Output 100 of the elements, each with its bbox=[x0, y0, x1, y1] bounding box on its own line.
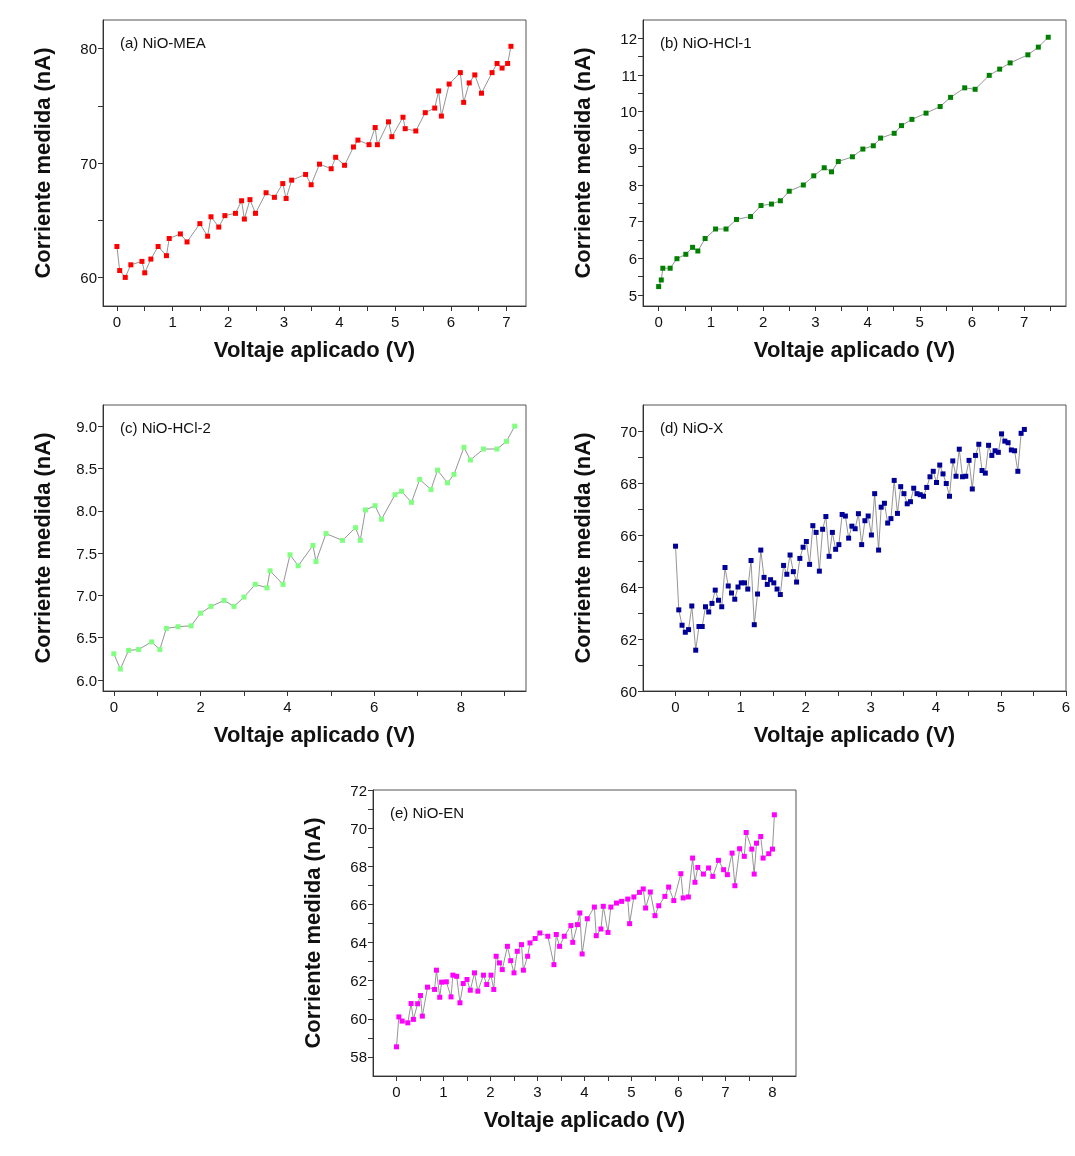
point bbox=[1025, 52, 1031, 58]
point bbox=[241, 216, 247, 222]
point bbox=[800, 182, 806, 188]
x-tick-label: 4 bbox=[931, 698, 941, 715]
point bbox=[310, 542, 316, 548]
point bbox=[466, 80, 472, 86]
point bbox=[283, 195, 289, 201]
point bbox=[253, 210, 258, 216]
point bbox=[163, 625, 169, 631]
x-tick-label: 7 bbox=[502, 313, 511, 330]
x-tick-label: 5 bbox=[391, 313, 400, 330]
x-tick-label: 1 bbox=[168, 313, 177, 330]
point bbox=[461, 99, 467, 105]
y-tick-label: 64 bbox=[350, 934, 367, 952]
point bbox=[656, 284, 662, 290]
point bbox=[489, 70, 495, 76]
y-tick-label: 10 bbox=[620, 103, 637, 121]
x-tick-label: 4 bbox=[863, 313, 872, 330]
point bbox=[690, 244, 696, 250]
x-tick-label: 2 bbox=[801, 698, 810, 715]
point bbox=[467, 457, 473, 463]
point bbox=[177, 231, 183, 237]
point bbox=[239, 198, 245, 204]
point bbox=[849, 154, 855, 160]
x-tick-label: 8 bbox=[768, 1083, 777, 1100]
point bbox=[508, 43, 514, 49]
y-tick-label: 7 bbox=[628, 213, 637, 231]
point bbox=[702, 236, 708, 242]
x-axis-title: Voltaje aplicado (V) bbox=[483, 1106, 686, 1132]
point bbox=[472, 72, 478, 78]
point bbox=[457, 70, 463, 76]
text: (c) NiO-HCl-2 bbox=[120, 419, 211, 436]
point bbox=[184, 239, 190, 245]
point bbox=[811, 173, 817, 179]
x-tick-label: 0 bbox=[654, 313, 663, 330]
point bbox=[821, 165, 827, 171]
y-axis-title: Corriente medida (nA) bbox=[29, 432, 55, 664]
point bbox=[166, 236, 172, 241]
point bbox=[435, 467, 440, 473]
x-axis-title: Voltaje aplicado (V) bbox=[213, 721, 416, 747]
text: (d) NiO-X bbox=[660, 419, 724, 436]
point bbox=[386, 119, 392, 125]
y-axis-title: Corriente medida (nA) bbox=[299, 817, 325, 1049]
point bbox=[909, 116, 915, 122]
point bbox=[111, 651, 117, 657]
point bbox=[205, 233, 211, 239]
point bbox=[402, 126, 408, 132]
text: (e) NiO-EN bbox=[390, 804, 465, 821]
point bbox=[660, 265, 666, 271]
point bbox=[271, 194, 277, 200]
point bbox=[208, 603, 214, 609]
point bbox=[786, 188, 792, 194]
point bbox=[175, 624, 181, 630]
point bbox=[829, 169, 835, 175]
x-tick-label: 2 bbox=[196, 698, 205, 715]
point bbox=[126, 647, 132, 653]
y-tick-label: 70 bbox=[350, 819, 367, 837]
x-tick-label: 2 bbox=[486, 1083, 495, 1100]
x-tick-label: 5 bbox=[915, 313, 924, 330]
point bbox=[667, 265, 673, 271]
point bbox=[323, 531, 329, 537]
point bbox=[308, 182, 314, 188]
point bbox=[480, 446, 486, 452]
x-tick-label: 4 bbox=[580, 1083, 589, 1100]
point bbox=[878, 135, 884, 141]
point bbox=[379, 516, 385, 522]
x-tick-label: 7 bbox=[1020, 313, 1029, 330]
point bbox=[366, 142, 372, 148]
point bbox=[353, 525, 358, 531]
point bbox=[317, 161, 323, 167]
x-tick-label: 1 bbox=[706, 313, 716, 330]
x-tick-label: 6 bbox=[1061, 698, 1071, 715]
x-tick-label: 5 bbox=[996, 698, 1006, 715]
point bbox=[372, 503, 378, 509]
point bbox=[328, 166, 334, 172]
point bbox=[948, 94, 954, 100]
point bbox=[494, 446, 500, 452]
y-axis-title: Corriente medida (nA) bbox=[29, 47, 55, 279]
point bbox=[155, 244, 161, 250]
point bbox=[962, 85, 968, 91]
point bbox=[117, 666, 123, 672]
x-tick-label: 6 bbox=[967, 313, 977, 330]
x-tick-label: 0 bbox=[392, 1083, 401, 1100]
point bbox=[494, 60, 500, 66]
y-tick-label: 80 bbox=[80, 40, 97, 58]
point bbox=[683, 251, 689, 257]
point bbox=[231, 603, 237, 609]
point bbox=[768, 201, 774, 207]
point bbox=[478, 90, 484, 96]
point bbox=[117, 268, 123, 274]
point bbox=[777, 198, 783, 204]
x-axis-title: Voltaje aplicado (V) bbox=[753, 721, 956, 747]
point bbox=[451, 471, 457, 477]
point bbox=[264, 585, 270, 591]
x-tick-label: 8 bbox=[456, 698, 466, 715]
x-axis-title: Voltaje aplicado (V) bbox=[753, 336, 956, 362]
point bbox=[333, 154, 339, 160]
y-tick-label: 7.0 bbox=[76, 586, 97, 604]
y-axis-title: Corriente medida (nA) bbox=[569, 47, 595, 279]
x-tick-label: 6 bbox=[446, 313, 456, 330]
